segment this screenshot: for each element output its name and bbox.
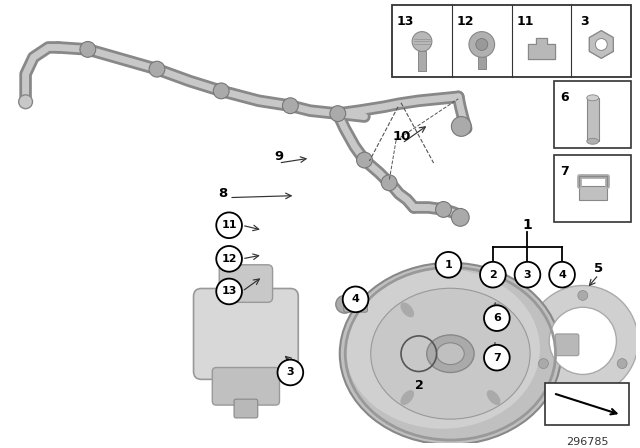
Circle shape [527,285,638,396]
Circle shape [436,252,461,278]
Circle shape [538,359,548,369]
Circle shape [381,175,397,191]
Bar [392,5,631,77]
Ellipse shape [401,302,414,317]
Circle shape [480,262,506,288]
Circle shape [216,246,242,271]
Text: 3: 3 [580,15,589,28]
Text: 8: 8 [218,187,228,200]
Circle shape [216,279,242,304]
Text: 3: 3 [287,367,294,378]
Bar [418,52,426,71]
Circle shape [330,106,346,121]
Text: 4: 4 [558,270,566,280]
Circle shape [515,262,540,288]
Circle shape [451,208,469,226]
Text: 296785: 296785 [566,437,609,447]
FancyBboxPatch shape [220,265,273,302]
Circle shape [356,152,372,168]
FancyBboxPatch shape [193,289,298,379]
Circle shape [484,305,509,331]
Circle shape [412,32,432,52]
Circle shape [549,262,575,288]
Circle shape [469,32,495,57]
Text: 1: 1 [445,260,452,270]
Circle shape [216,212,242,238]
Ellipse shape [487,390,500,405]
Ellipse shape [427,335,474,372]
Text: 11: 11 [221,220,237,230]
Ellipse shape [345,269,540,429]
Text: 11: 11 [516,15,534,28]
Text: 3: 3 [524,270,531,280]
Bar [545,383,629,425]
Text: 1: 1 [523,218,532,232]
Circle shape [476,39,488,50]
Circle shape [343,287,369,312]
Circle shape [578,290,588,300]
Ellipse shape [401,390,414,405]
Circle shape [80,42,96,57]
Circle shape [213,83,229,99]
Text: 7: 7 [493,353,500,362]
Circle shape [595,39,607,50]
Bar [587,98,598,141]
Text: 6: 6 [560,91,569,104]
Circle shape [282,98,298,114]
Text: 5: 5 [594,262,603,275]
Circle shape [617,359,627,369]
Ellipse shape [487,302,500,317]
Ellipse shape [436,343,464,365]
Text: 10: 10 [393,130,411,143]
Bar [554,81,631,148]
Ellipse shape [587,138,598,144]
Text: 13: 13 [221,286,237,297]
Text: 13: 13 [397,15,414,28]
Polygon shape [528,38,556,59]
Bar [554,155,631,222]
Ellipse shape [340,263,561,444]
FancyBboxPatch shape [234,399,258,418]
Bar [579,186,607,199]
Circle shape [278,360,303,385]
FancyBboxPatch shape [212,367,280,405]
Text: 2: 2 [415,379,424,392]
FancyBboxPatch shape [344,297,367,312]
Ellipse shape [371,288,530,419]
Circle shape [336,295,353,313]
Circle shape [451,116,471,136]
Ellipse shape [587,95,598,101]
Text: 12: 12 [456,15,474,28]
Text: 9: 9 [274,150,283,163]
Circle shape [484,345,509,370]
FancyBboxPatch shape [555,334,579,356]
Text: 7: 7 [560,165,569,178]
Text: 6: 6 [493,313,500,323]
Circle shape [149,61,165,77]
Polygon shape [589,30,613,58]
Text: 4: 4 [351,294,360,304]
Text: 2: 2 [489,270,497,280]
Bar [478,57,486,69]
Text: 12: 12 [221,254,237,264]
Circle shape [19,95,33,109]
Circle shape [436,202,451,217]
Circle shape [549,307,616,375]
